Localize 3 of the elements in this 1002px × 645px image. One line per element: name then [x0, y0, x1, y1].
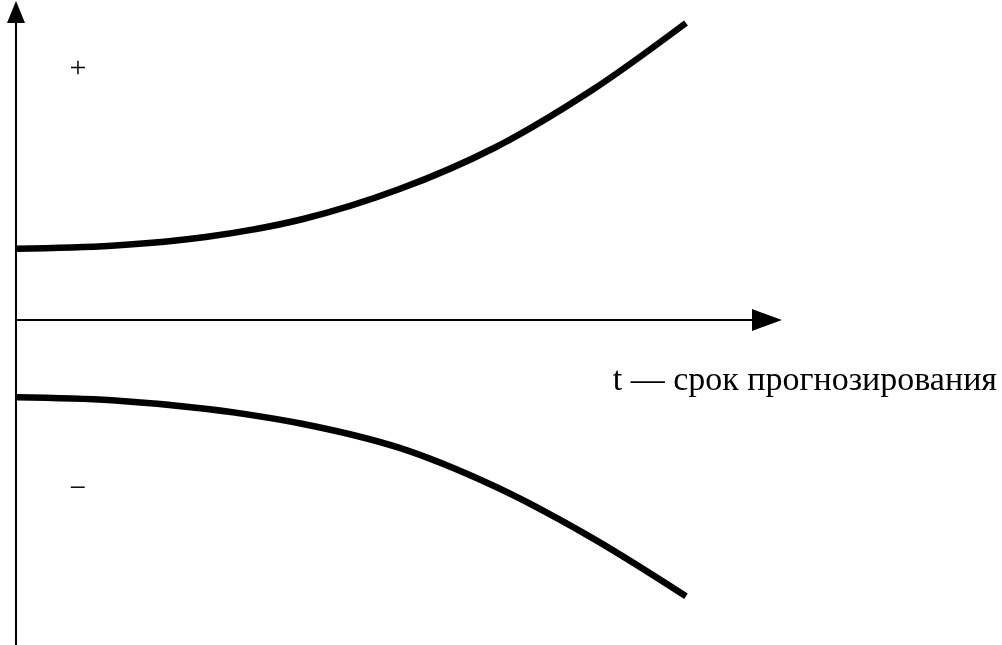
x-axis-title: t — срок прогнозирования [612, 360, 998, 397]
annotation: + [69, 50, 87, 83]
annotation: − [69, 470, 87, 503]
